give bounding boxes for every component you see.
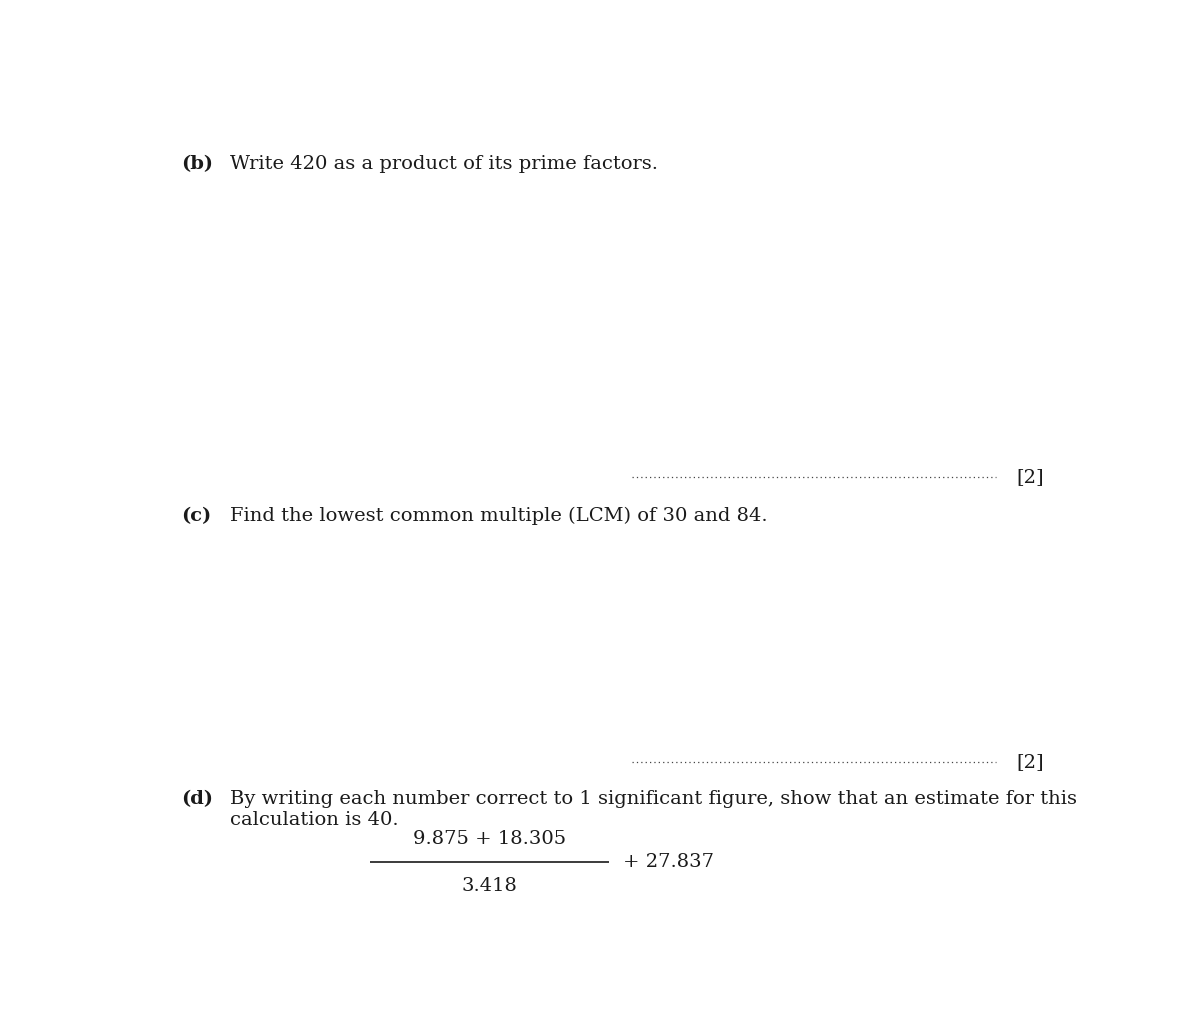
Text: [2]: [2]	[1017, 468, 1044, 486]
Text: (c): (c)	[181, 508, 212, 525]
Text: (b): (b)	[181, 154, 213, 173]
Text: Write 420 as a product of its prime factors.: Write 420 as a product of its prime fact…	[229, 154, 658, 173]
Text: [2]: [2]	[1017, 753, 1044, 772]
Text: (d): (d)	[181, 790, 213, 808]
Text: 3.418: 3.418	[461, 877, 517, 895]
Text: Find the lowest common multiple (LCM) of 30 and 84.: Find the lowest common multiple (LCM) of…	[229, 508, 767, 525]
Text: + 27.837: + 27.837	[623, 854, 715, 871]
Text: By writing each number correct to 1 significant figure, show that an estimate fo: By writing each number correct to 1 sign…	[229, 790, 1077, 829]
Text: 9.875 + 18.305: 9.875 + 18.305	[413, 830, 566, 847]
